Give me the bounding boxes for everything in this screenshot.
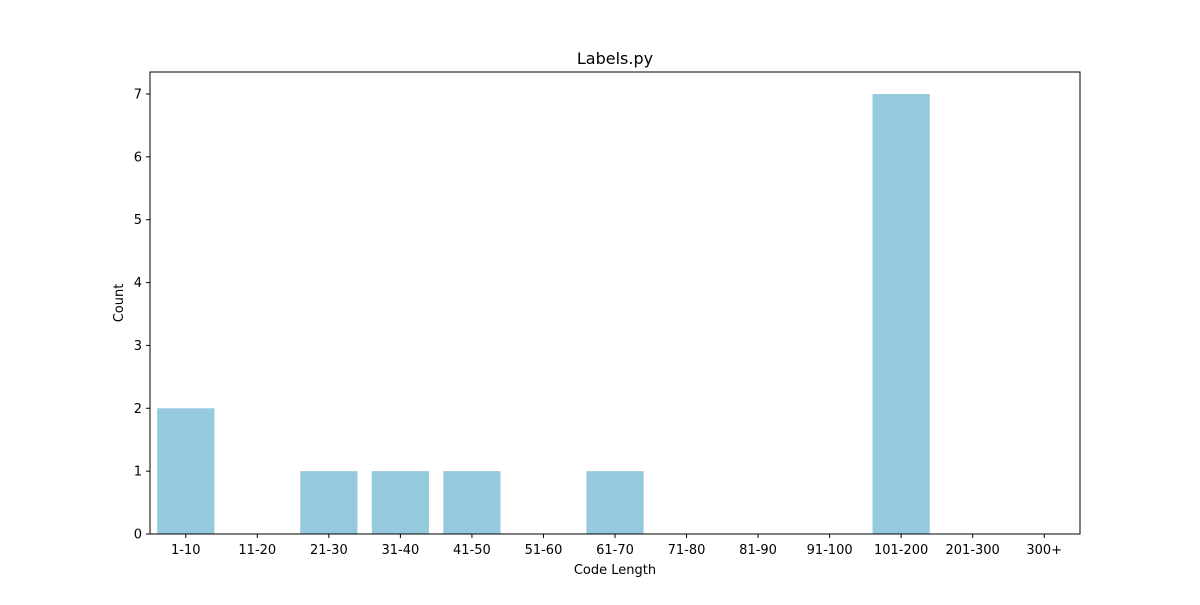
y-tick-label: 0 (134, 528, 142, 543)
y-tick-label: 3 (134, 339, 142, 354)
bar-101-200 (872, 94, 930, 534)
y-tick-label: 4 (134, 276, 142, 291)
y-tick-label: 1 (134, 465, 142, 480)
x-tick-label: 31-40 (381, 543, 419, 558)
y-axis-ticks: 0 1 2 3 4 5 6 7 (134, 88, 150, 543)
x-tick-label: 41-50 (453, 543, 491, 558)
bar-61-70 (586, 471, 644, 534)
x-tick-label: 201-300 (946, 543, 1000, 558)
x-tick-label: 1-10 (171, 543, 201, 558)
x-axis-label: Code Length (574, 563, 656, 578)
bar-21-30 (300, 471, 358, 534)
bar-41-50 (443, 471, 501, 534)
plot-frame (149, 71, 1081, 535)
x-tick-label: 91-100 (807, 543, 853, 558)
x-tick-label: 71-80 (668, 543, 706, 558)
x-tick-label: 21-30 (310, 543, 348, 558)
bars-group (157, 94, 930, 534)
x-tick-label: 300+ (1026, 543, 1062, 558)
x-tick-label: 81-90 (739, 543, 777, 558)
x-tick-label: 61-70 (596, 543, 634, 558)
x-tick-label: 101-200 (874, 543, 928, 558)
x-axis-ticks: 1-10 11-20 21-30 31-40 41-50 51-60 61-70 71-80 8… (171, 534, 1062, 558)
y-tick-label: 7 (134, 88, 142, 103)
y-tick-label: 5 (134, 213, 142, 228)
y-axis-label: Count (112, 284, 127, 323)
y-tick-label: 6 (134, 150, 142, 165)
x-tick-label: 51-60 (525, 543, 563, 558)
bar-1-10 (157, 408, 215, 534)
y-tick-label: 2 (134, 402, 142, 417)
x-tick-label: 11-20 (238, 543, 276, 558)
chart-title: Labels.py (577, 49, 653, 68)
bar-31-40 (371, 471, 429, 534)
